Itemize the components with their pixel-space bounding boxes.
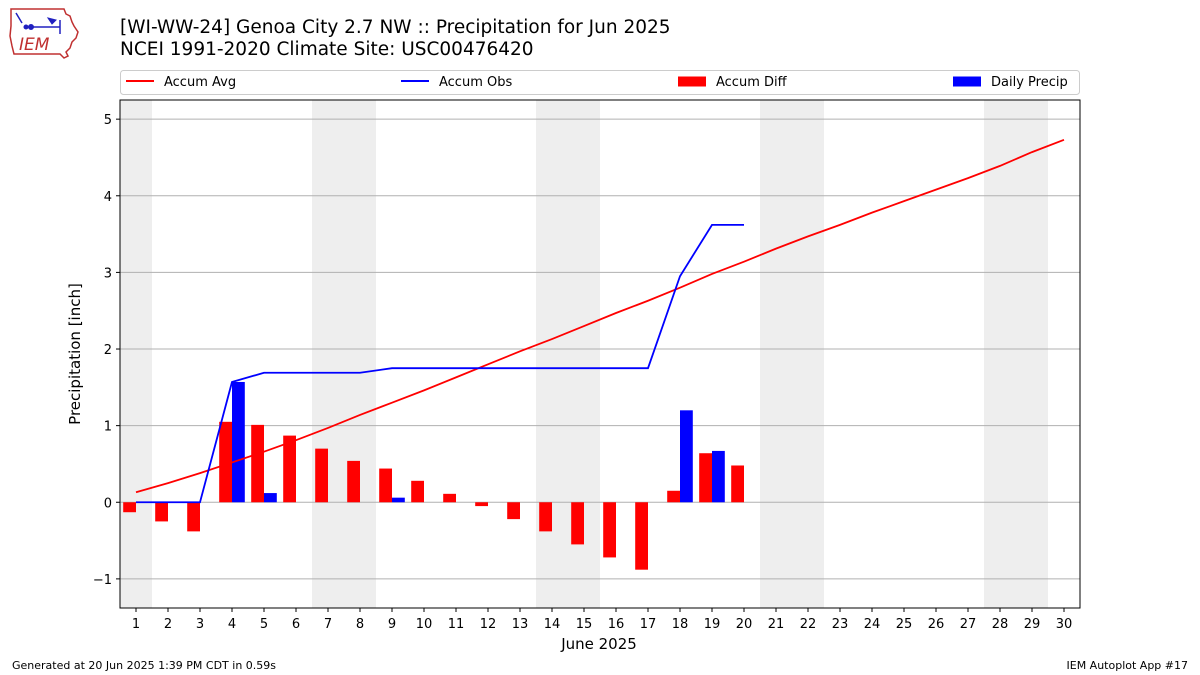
accum-diff-bar (123, 502, 136, 513)
chart-subtitle: NCEI 1991-2020 Climate Site: USC00476420 (120, 39, 534, 60)
logo-text: IEM (19, 35, 50, 55)
daily-precip-bar (680, 410, 693, 503)
daily-precip-bar (264, 493, 277, 503)
x-tick-label: 23 (832, 617, 849, 632)
legend-bar-swatch (678, 76, 706, 87)
accum-obs-line (136, 223, 744, 504)
x-tick-label: 10 (416, 617, 433, 632)
x-tick-label: 8 (356, 617, 364, 632)
legend-label: Accum Avg (164, 75, 236, 90)
accum-diff-bar (443, 493, 456, 503)
x-tick-label: 26 (928, 617, 945, 632)
y-tick-label: 2 (104, 343, 112, 358)
accum-diff-bar (667, 490, 680, 503)
legend-label: Daily Precip (991, 75, 1068, 90)
accum-diff-bar (507, 502, 520, 520)
iowa-outline-icon (9, 8, 79, 59)
daily-precip-bar (712, 450, 725, 503)
x-tick-label: 24 (864, 617, 881, 632)
x-tick-label: 2 (164, 617, 172, 632)
x-tick-label: 11 (448, 617, 465, 632)
legend-label: Accum Diff (716, 75, 788, 90)
daily-precip-bar (392, 497, 405, 503)
accum-diff-bar (571, 502, 584, 545)
x-tick-label: 3 (196, 617, 204, 632)
accum-diff-bar (283, 435, 296, 503)
generated-timestamp: Generated at 20 Jun 2025 1:39 PM CDT in … (12, 659, 277, 672)
x-tick-label: 28 (992, 617, 1009, 632)
y-tick-label: 1 (104, 420, 112, 435)
chart-title: [WI-WW-24] Genoa City 2.7 NW :: Precipit… (120, 17, 671, 38)
x-tick-label: 4 (228, 617, 236, 632)
x-tick-label: 13 (512, 617, 529, 632)
y-tick-label: 5 (104, 113, 112, 128)
weekend-band (344, 100, 376, 608)
accum-diff-bar (379, 468, 392, 503)
plot-frame (119, 99, 1081, 609)
legend-box (120, 70, 1080, 95)
weekend-band (792, 100, 824, 608)
accum-diff-bar (411, 480, 424, 503)
x-tick-label: 7 (324, 617, 332, 632)
accum-diff-bar (251, 424, 264, 503)
x-tick-label: 9 (388, 617, 396, 632)
x-tick-label: 1 (132, 617, 140, 632)
y-tick-label: 3 (104, 266, 112, 281)
accum-diff-bar (155, 502, 168, 522)
accum-diff-bar (219, 421, 232, 503)
y-tick-label: 4 (104, 190, 112, 205)
y-axis-label: Precipitation [inch] (66, 283, 84, 425)
y-tick-label: 0 (104, 496, 112, 511)
legend-bar-swatch (953, 76, 981, 87)
weekend-band (536, 100, 568, 608)
accum-diff-bar (731, 465, 744, 503)
x-tick-label: 30 (1056, 617, 1073, 632)
x-tick-label: 21 (768, 617, 785, 632)
x-axis-label: June 2025 (560, 635, 637, 653)
x-tick-label: 18 (672, 617, 689, 632)
x-tick-label: 27 (960, 617, 977, 632)
x-tick-label: 6 (292, 617, 300, 632)
accum-diff-bar (187, 502, 200, 532)
accum-diff-bar (347, 460, 360, 503)
x-tick-label: 17 (640, 617, 657, 632)
legend-label: Accum Obs (439, 75, 512, 90)
accum-diff-bar (699, 453, 712, 503)
x-tick-label: 19 (704, 617, 721, 632)
weekend-band (1016, 100, 1048, 608)
x-tick-label: 29 (1024, 617, 1041, 632)
accum-diff-bar (603, 502, 616, 558)
x-tick-label: 15 (576, 617, 593, 632)
weather-station-icon (15, 12, 61, 34)
weekend-band (760, 100, 792, 608)
accum-diff-bar (315, 448, 328, 503)
accum-diff-bar (635, 502, 648, 570)
weekend-band (312, 100, 344, 608)
x-tick-label: 5 (260, 617, 268, 632)
weekend-band (120, 100, 152, 608)
accum-avg-line (135, 139, 1065, 494)
x-tick-label: 12 (480, 617, 497, 632)
iem-logo: IEM (9, 8, 79, 59)
x-tick-label: 22 (800, 617, 817, 632)
x-tick-label: 20 (736, 617, 753, 632)
y-tick-label: −1 (93, 573, 112, 588)
x-tick-label: 14 (544, 617, 561, 632)
x-tick-label: 16 (608, 617, 625, 632)
app-label: IEM Autoplot App #17 (1066, 659, 1189, 672)
x-tick-label: 25 (896, 617, 913, 632)
accum-diff-bar (475, 502, 488, 507)
accum-diff-bar (539, 502, 552, 532)
weekend-band (984, 100, 1016, 608)
daily-precip-bar (232, 381, 245, 503)
